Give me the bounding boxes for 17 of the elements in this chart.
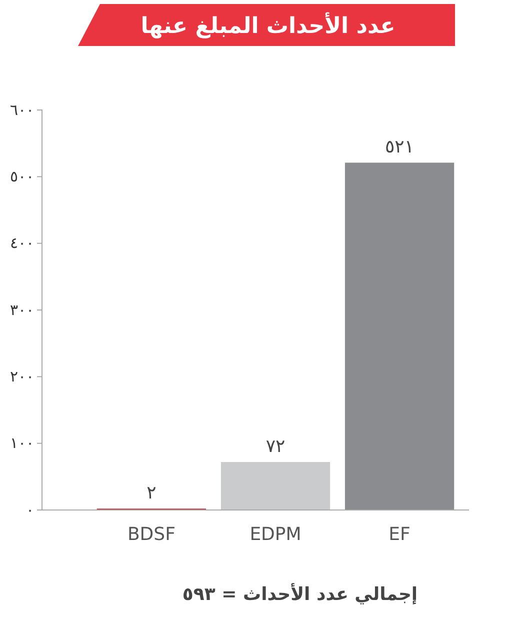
data-label: ٢	[146, 482, 156, 504]
x-tick-label: BDSF	[127, 524, 176, 545]
text: إجمالي عدد الأحداث = ٥٩٣	[182, 583, 418, 605]
y-tick-label: ٤٠٠	[10, 235, 34, 252]
data-label: ٥٢١	[385, 136, 414, 158]
chart-title: عدد الأحداث المبلغ عنها	[140, 12, 396, 39]
y-tick-label: ٥٠٠	[10, 168, 34, 186]
y-tick-label: ٢٠٠	[10, 368, 34, 386]
y-tick-label: ٠	[26, 502, 34, 519]
bar	[220, 462, 330, 510]
y-tick-label: ١٠٠	[10, 435, 34, 452]
y-tick-label: ٦٠٠	[10, 102, 34, 119]
x-tick-label: EF	[388, 524, 410, 545]
bar	[344, 162, 454, 510]
y-tick-label: ٣٠٠	[10, 302, 34, 319]
x-tick-label: EDPM	[250, 524, 302, 545]
data-label: ٧٢	[266, 436, 286, 457]
